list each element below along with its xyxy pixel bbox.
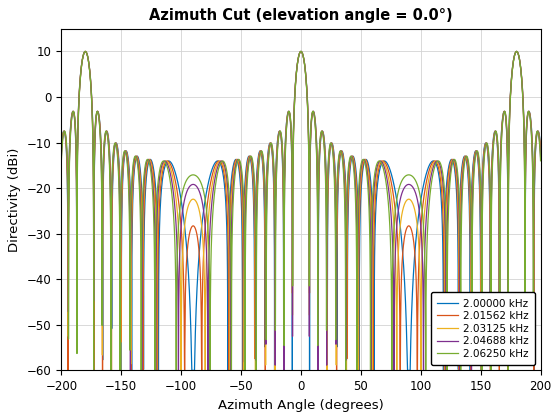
2.04688 kHz — [60, 130, 67, 135]
2.04688 kHz — [292, 79, 299, 84]
2.00000 kHz — [292, 77, 299, 82]
Line: 2.06250 kHz: 2.06250 kHz — [62, 51, 540, 370]
2.01562 kHz — [60, 129, 67, 134]
2.06250 kHz — [537, 158, 544, 163]
2.00000 kHz — [537, 144, 544, 149]
2.01562 kHz — [152, 195, 158, 200]
Line: 2.03125 kHz: 2.03125 kHz — [62, 51, 540, 370]
2.01562 kHz — [512, 50, 519, 55]
2.06250 kHz — [87, 73, 94, 78]
2.00000 kHz — [82, 49, 88, 54]
2.00000 kHz — [58, 144, 65, 149]
2.04688 kHz — [87, 73, 94, 78]
Y-axis label: Directivity (dBi): Directivity (dBi) — [8, 147, 21, 252]
2.03125 kHz — [512, 50, 519, 55]
2.06250 kHz — [152, 247, 158, 252]
2.00000 kHz — [78, 65, 85, 70]
Legend: 2.00000 kHz, 2.01562 kHz, 2.03125 kHz, 2.04688 kHz, 2.06250 kHz: 2.00000 kHz, 2.01562 kHz, 2.03125 kHz, 2… — [431, 292, 535, 365]
2.03125 kHz — [78, 66, 85, 71]
2.06250 kHz — [292, 79, 299, 84]
2.04688 kHz — [82, 49, 88, 54]
2.03125 kHz — [152, 216, 158, 221]
2.06250 kHz — [78, 66, 85, 71]
2.00000 kHz — [60, 129, 67, 134]
X-axis label: Azimuth Angle (degrees): Azimuth Angle (degrees) — [218, 399, 384, 412]
2.03125 kHz — [117, 368, 124, 373]
2.03125 kHz — [82, 49, 88, 54]
2.06250 kHz — [90, 368, 97, 373]
Title: Azimuth Cut (elevation angle = 0.0°): Azimuth Cut (elevation angle = 0.0°) — [149, 8, 453, 24]
2.03125 kHz — [537, 150, 544, 155]
2.04688 kHz — [537, 154, 544, 159]
2.01562 kHz — [65, 368, 72, 373]
2.04688 kHz — [58, 154, 65, 159]
2.03125 kHz — [292, 78, 299, 83]
2.06250 kHz — [60, 131, 67, 136]
2.06250 kHz — [58, 158, 65, 163]
2.01562 kHz — [537, 147, 544, 152]
2.04688 kHz — [152, 268, 158, 273]
2.00000 kHz — [152, 182, 158, 187]
2.06250 kHz — [82, 49, 88, 54]
2.03125 kHz — [87, 72, 94, 77]
2.01562 kHz — [82, 49, 88, 54]
Line: 2.01562 kHz: 2.01562 kHz — [62, 51, 540, 370]
2.01562 kHz — [87, 72, 94, 77]
2.00000 kHz — [87, 72, 94, 77]
2.03125 kHz — [60, 130, 67, 135]
2.00000 kHz — [64, 368, 71, 373]
2.00000 kHz — [512, 50, 519, 55]
2.01562 kHz — [58, 147, 65, 152]
2.04688 kHz — [78, 66, 85, 71]
Line: 2.04688 kHz: 2.04688 kHz — [62, 51, 540, 370]
2.03125 kHz — [58, 150, 65, 155]
2.04688 kHz — [512, 50, 519, 55]
Line: 2.00000 kHz: 2.00000 kHz — [62, 51, 540, 370]
2.01562 kHz — [292, 78, 299, 83]
2.04688 kHz — [117, 368, 124, 373]
2.01562 kHz — [78, 65, 85, 70]
2.06250 kHz — [512, 51, 519, 56]
